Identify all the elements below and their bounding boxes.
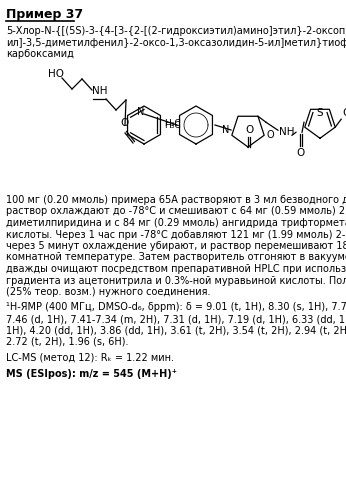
Text: дважды очищают посредством препаративной HPLC при использовании: дважды очищают посредством препаративной… (6, 264, 346, 274)
Text: 5-Хлор-N-{[(5S)-3-{4-[3-{2-[(2-гидроксиэтил)амино]этил}-2-оксопиридин-1(2H)-: 5-Хлор-N-{[(5S)-3-{4-[3-{2-[(2-гидроксиэ… (6, 26, 346, 36)
Text: градиента из ацетонитрила и 0.3%-ной муравьиной кислоты. Получают 27 мг: градиента из ацетонитрила и 0.3%-ной мур… (6, 275, 346, 285)
Text: LC-MS (метод 12): Rₖ = 1.22 мин.: LC-MS (метод 12): Rₖ = 1.22 мин. (6, 352, 174, 362)
Text: диметилпиридина и с 84 мг (0.29 ммоль) ангидрида трифторметансульфоновой: диметилпиридина и с 84 мг (0.29 ммоль) а… (6, 218, 346, 228)
Text: 100 мг (0.20 ммоль) примера 65А растворяют в 3 мл безводного дихлорметана,: 100 мг (0.20 ммоль) примера 65А растворя… (6, 195, 346, 205)
Text: H₃C: H₃C (164, 119, 181, 129)
Text: ил]-3,5-диметилфенил}-2-оксо-1,3-оксазолидин-5-ил]метил}тиофен-2-: ил]-3,5-диметилфенил}-2-оксо-1,3-оксазол… (6, 37, 346, 47)
Text: O: O (120, 118, 129, 128)
Text: MS (ESIpos): m/z = 545 (M+H)⁺: MS (ESIpos): m/z = 545 (M+H)⁺ (6, 369, 177, 379)
Text: O: O (297, 148, 305, 158)
Text: H₃C: H₃C (164, 120, 181, 130)
Text: N: N (137, 107, 145, 117)
Text: карбоксамид: карбоксамид (6, 49, 74, 59)
Text: Cl: Cl (342, 108, 346, 118)
Text: 7.46 (d, 1H), 7.41-7.34 (m, 2H), 7.31 (d, 1H), 7.19 (d, 1H), 6.33 (dd, 1H), 4.91: 7.46 (d, 1H), 7.41-7.34 (m, 2H), 7.31 (d… (6, 314, 346, 324)
Text: HO: HO (48, 69, 64, 79)
Text: S: S (317, 108, 323, 118)
Text: 1H), 4.20 (dd, 1H), 3.86 (dd, 1H), 3.61 (t, 2H), 3.54 (t, 2H), 2.94 (t, 2H), 2.8: 1H), 4.20 (dd, 1H), 3.86 (dd, 1H), 3.61 … (6, 325, 346, 335)
Text: (25% теор. возм.) нужного соединения.: (25% теор. возм.) нужного соединения. (6, 287, 210, 297)
Text: O: O (245, 125, 253, 135)
Text: O: O (266, 130, 274, 140)
Text: NH: NH (279, 127, 294, 137)
Text: ¹H-ЯМР (400 МГц, DMSO-d₆, δppm): δ = 9.01 (t, 1H), 8.30 (s, 1H), 7.70 (d, 1H),: ¹H-ЯМР (400 МГц, DMSO-d₆, δppm): δ = 9.0… (6, 302, 346, 312)
Text: N: N (222, 125, 229, 135)
Text: NH: NH (92, 86, 108, 96)
Text: 2.72 (t, 2H), 1.96 (s, 6H).: 2.72 (t, 2H), 1.96 (s, 6H). (6, 337, 128, 347)
Text: Пример 37: Пример 37 (6, 8, 83, 21)
Text: через 5 минут охлаждение убирают, и раствор перемешивают 18 часов при: через 5 минут охлаждение убирают, и раст… (6, 241, 346, 251)
Text: раствор охлаждают до -78°С и смешивают с 64 мг (0.59 ммоль) 2,6-: раствор охлаждают до -78°С и смешивают с… (6, 207, 346, 217)
Text: кислоты. Через 1 час при -78°С добавляют 121 мг (1.99 ммоль) 2-аминоэтанола,: кислоты. Через 1 час при -78°С добавляют… (6, 230, 346, 240)
Text: комнатной температуре. Затем растворитель отгоняют в вакууме, и остаток: комнатной температуре. Затем растворител… (6, 252, 346, 262)
